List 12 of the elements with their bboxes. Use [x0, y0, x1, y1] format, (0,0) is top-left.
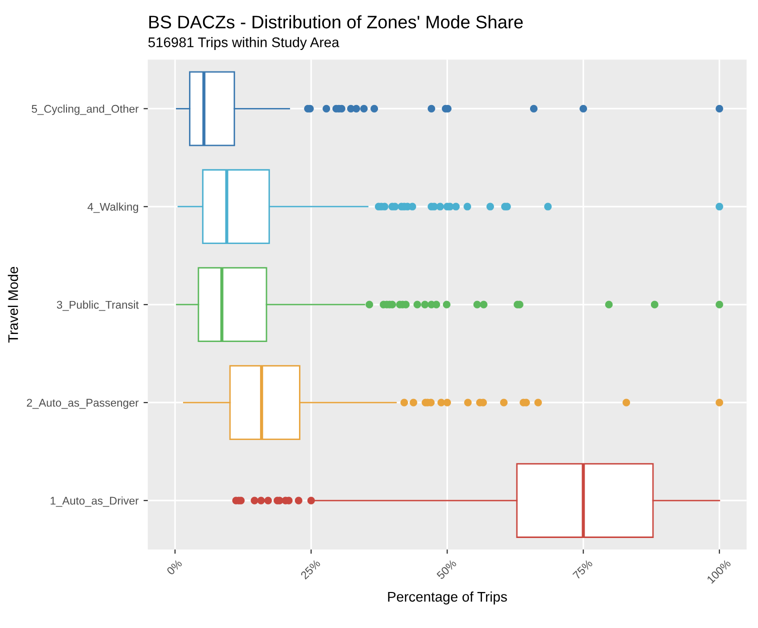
x-tick-label: 0%	[166, 559, 183, 576]
chart-title: BS DACZs - Distribution of Zones' Mode Share	[149, 15, 523, 28]
chart-subtitle: 516981 Trips within Study Area	[148, 37, 340, 50]
y-tick-label: 3_Public_Transit	[56, 300, 139, 311]
y-tick-label: 5_Cycling_and_Other	[32, 104, 139, 115]
y-tick-label: 4_Walking	[88, 202, 138, 213]
y-axis-title: Travel Mode	[8, 266, 18, 343]
x-axis-title: Percentage of Trips	[388, 592, 507, 604]
x-tick-label: 50%	[436, 559, 457, 580]
x-tick-label: 75%	[572, 559, 594, 580]
y-tick-label: 2_Auto_as_Passenger	[26, 398, 139, 409]
y-tick-label: 1_Auto_as_Driver	[50, 496, 139, 507]
